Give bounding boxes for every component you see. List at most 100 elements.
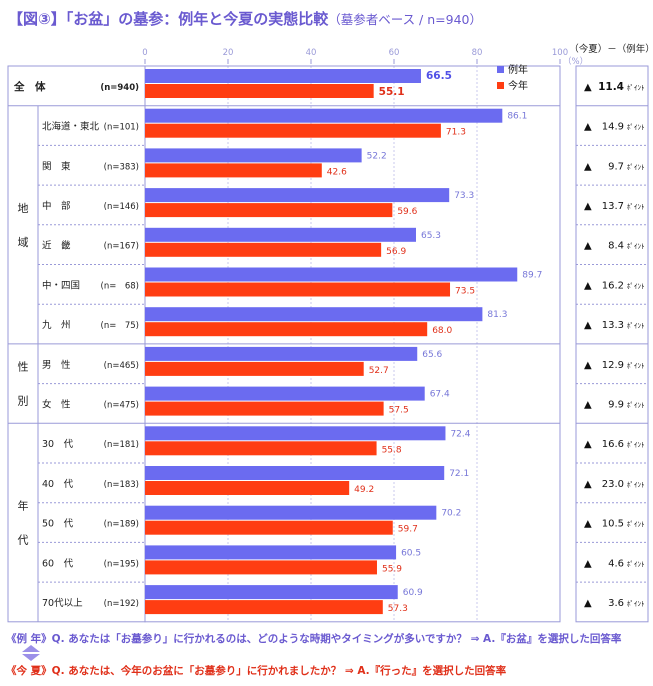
- diff-value: 8.4: [608, 241, 624, 252]
- row-label: 40 代: [42, 479, 74, 490]
- data-label-usual-year: 66.5: [426, 70, 452, 82]
- row-label: 近 畿: [42, 240, 71, 252]
- diff-unit: ﾎﾟｲﾝﾄ: [627, 560, 645, 568]
- data-label-usual-year: 86.1: [507, 112, 527, 122]
- bar-this-year: [145, 520, 393, 535]
- data-label-this-year: 55.1: [379, 86, 405, 98]
- bar-usual-year: [145, 227, 416, 242]
- diff-unit: ﾎﾟｲﾝﾄ: [627, 203, 645, 211]
- diff-marker: ▲: [584, 201, 592, 212]
- row-label: 30 代: [42, 439, 74, 450]
- data-label-this-year: 71.3: [446, 128, 466, 138]
- diff-unit: ﾎﾟｲﾝﾄ: [627, 600, 645, 608]
- bar-usual-year: [145, 545, 397, 560]
- row-n: (n=192): [104, 599, 139, 609]
- diff-value: 9.9: [608, 399, 624, 410]
- data-label-usual-year: 81.3: [487, 310, 507, 320]
- data-label-this-year: 57.5: [389, 406, 409, 416]
- row-n: (n= 68): [101, 281, 139, 291]
- legend-swatch-usual-year: [497, 66, 504, 73]
- bar-this-year: [145, 322, 428, 337]
- data-label-usual-year: 73.3: [454, 191, 474, 201]
- diff-marker: ▲: [584, 280, 592, 291]
- data-label-this-year: 55.8: [382, 445, 402, 455]
- group-label: 別: [18, 395, 29, 408]
- title-sub: （墓参者ベース / n=940）: [328, 12, 482, 27]
- row-n: (n=183): [104, 480, 139, 490]
- row-label: 男 性: [42, 359, 71, 371]
- bar-this-year: [145, 600, 383, 615]
- diff-marker: ▲: [584, 558, 592, 569]
- diff-value: 13.3: [602, 320, 624, 331]
- diff-unit: ﾎﾟｲﾝﾄ: [627, 521, 645, 529]
- x-tick-label: 100: [552, 48, 568, 58]
- bar-this-year: [145, 203, 393, 218]
- row-n: (n=475): [104, 400, 139, 410]
- row-label: 女 性: [42, 398, 71, 410]
- chart-title: 【図③】「お盆」の墓参：例年と今夏の実態比較（墓参者ベース / n=940）: [8, 8, 482, 29]
- data-label-usual-year: 72.1: [449, 469, 469, 479]
- legend-label-this-year: 今年: [508, 79, 528, 92]
- row-label: 60 代: [42, 558, 74, 569]
- bar-usual-year: [145, 307, 483, 322]
- row-label: 中 部: [42, 200, 71, 212]
- data-label-this-year: 68.0: [432, 326, 452, 336]
- x-tick-label: 0: [142, 48, 147, 58]
- bar-this-year: [145, 84, 374, 98]
- footnote-this-summer: 《今 夏》Q. あなたは、今年のお盆に「お墓参り」に行かれましたか？ ⇒ A.『…: [6, 665, 507, 677]
- bar-usual-year: [145, 386, 425, 401]
- data-label-this-year: 56.9: [386, 247, 406, 257]
- legend-swatch-this-year: [497, 82, 504, 89]
- diff-value: 4.6: [608, 558, 624, 569]
- row-n: (n=465): [104, 361, 139, 371]
- bar-usual-year: [145, 426, 446, 441]
- diff-value: 10.5: [602, 519, 624, 530]
- row-n: (n= 75): [101, 321, 139, 331]
- group-label: 域: [18, 236, 29, 249]
- diff-value: 9.7: [608, 161, 624, 172]
- diff-marker: ▲: [584, 82, 592, 93]
- data-label-this-year: 55.9: [382, 564, 402, 574]
- diff-unit: ﾎﾟｲﾝﾄ: [627, 401, 645, 409]
- diff-unit: ﾎﾟｲﾝﾄ: [627, 362, 645, 370]
- diff-marker: ▲: [584, 161, 592, 172]
- bar-usual-year: [145, 346, 418, 361]
- bar-this-year: [145, 282, 451, 297]
- row-n: (n=167): [104, 242, 139, 252]
- diff-marker: ▲: [584, 439, 592, 450]
- diff-unit: ﾎﾟｲﾝﾄ: [627, 441, 645, 449]
- bar-usual-year: [145, 466, 445, 480]
- diff-value: 3.6: [608, 598, 624, 609]
- x-axis-unit: （%）: [563, 56, 588, 67]
- data-label-this-year: 49.2: [354, 485, 374, 495]
- bar-this-year: [145, 441, 377, 456]
- diff-header: （今夏）－（例年）: [569, 43, 653, 55]
- row-label: 北海道・東北: [42, 121, 100, 133]
- bar-this-year: [145, 401, 384, 416]
- diff-value: 23.0: [602, 479, 624, 490]
- row-label-total: 全 体: [13, 80, 46, 93]
- diff-value: 16.6: [602, 439, 624, 450]
- bar-usual-year: [145, 505, 437, 520]
- x-tick-label: 60: [389, 48, 400, 58]
- data-label-this-year: 52.7: [369, 366, 389, 376]
- diff-unit: ﾎﾟｲﾝﾄ: [627, 84, 645, 92]
- data-label-usual-year: 67.4: [430, 390, 450, 400]
- diff-marker: ▲: [584, 122, 592, 133]
- row-n: (n=189): [104, 520, 139, 530]
- diff-value: 14.9: [602, 122, 624, 133]
- bar-usual-year: [145, 585, 398, 600]
- bar-this-year: [145, 481, 350, 495]
- diff-value: 13.7: [602, 201, 624, 212]
- bar-this-year: [145, 242, 382, 257]
- legend-label-usual-year: 例年: [508, 63, 528, 76]
- diff-marker: ▲: [584, 241, 592, 252]
- x-tick-label: 80: [472, 48, 483, 58]
- data-label-usual-year: 65.6: [422, 350, 442, 360]
- bar-this-year: [145, 560, 377, 575]
- bar-usual-year: [145, 69, 421, 83]
- group-label: 地: [18, 202, 29, 215]
- bar-usual-year: [145, 267, 518, 282]
- data-label-usual-year: 89.7: [522, 271, 542, 281]
- data-label-usual-year: 60.5: [401, 548, 421, 558]
